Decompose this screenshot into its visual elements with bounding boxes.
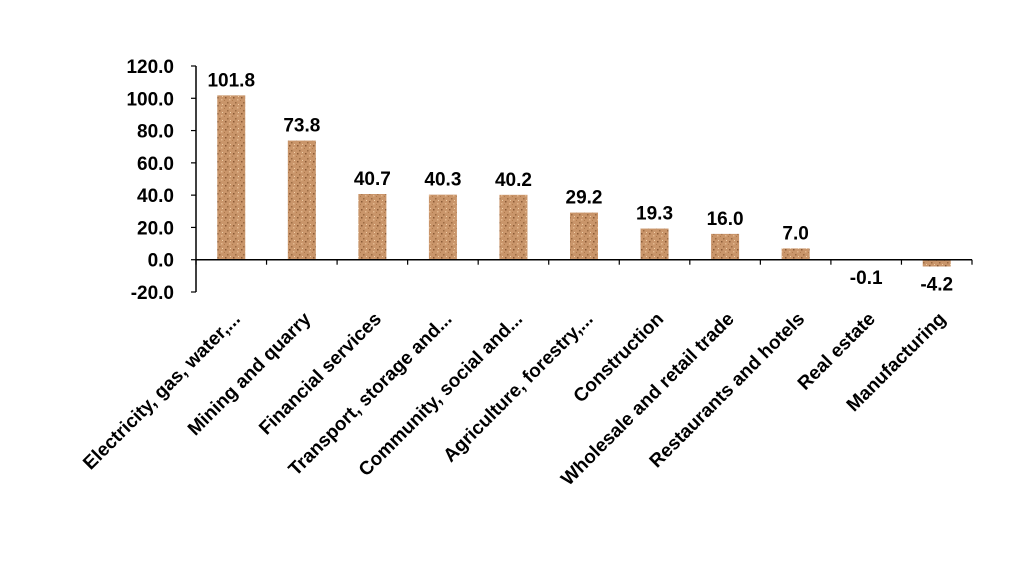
data-label: -4.2 (920, 274, 953, 295)
data-label: 40.7 (354, 169, 391, 190)
bar (358, 194, 387, 260)
data-label: 29.2 (566, 188, 603, 209)
bar (217, 95, 246, 260)
category-labels: Electricity, gas, water,...Mining and qu… (79, 308, 950, 490)
y-tick-label: 120.0 (126, 57, 174, 78)
data-label: 101.8 (207, 70, 255, 91)
bar (922, 259, 951, 267)
bar (499, 194, 528, 260)
y-tick-label: 20.0 (137, 218, 174, 239)
y-tick-label: 100.0 (126, 89, 174, 110)
data-label: 7.0 (782, 223, 808, 244)
y-tick-label: 80.0 (137, 122, 174, 143)
bar (570, 212, 598, 260)
bars (217, 95, 951, 267)
bar (428, 194, 457, 260)
y-axis: -20.0 0.0 20.0 40.0 60.0 80.0 100.0 120.0 (126, 57, 197, 304)
y-tick-label: 0.0 (148, 251, 174, 272)
data-label: 16.0 (707, 209, 744, 230)
bar (287, 140, 316, 260)
bar (711, 233, 740, 260)
bar (781, 248, 810, 260)
data-label: 73.8 (283, 116, 320, 137)
data-label: -0.1 (850, 268, 883, 289)
y-tick-label: 40.0 (137, 186, 174, 207)
x-axis (195, 258, 973, 265)
data-labels: 101.8 73.8 40.7 40.3 40.2 29.2 19.3 16.0 7.0 -0.1… (207, 70, 953, 295)
category-label: Financial services (255, 309, 386, 440)
data-label: 40.3 (424, 170, 461, 191)
bar (640, 228, 669, 260)
category-label: Mining and quarry (184, 308, 316, 440)
y-tick-label: 60.0 (137, 154, 174, 175)
data-label: 40.2 (495, 170, 532, 191)
y-tick-label: -20.0 (131, 283, 174, 304)
data-label: 19.3 (636, 204, 673, 225)
